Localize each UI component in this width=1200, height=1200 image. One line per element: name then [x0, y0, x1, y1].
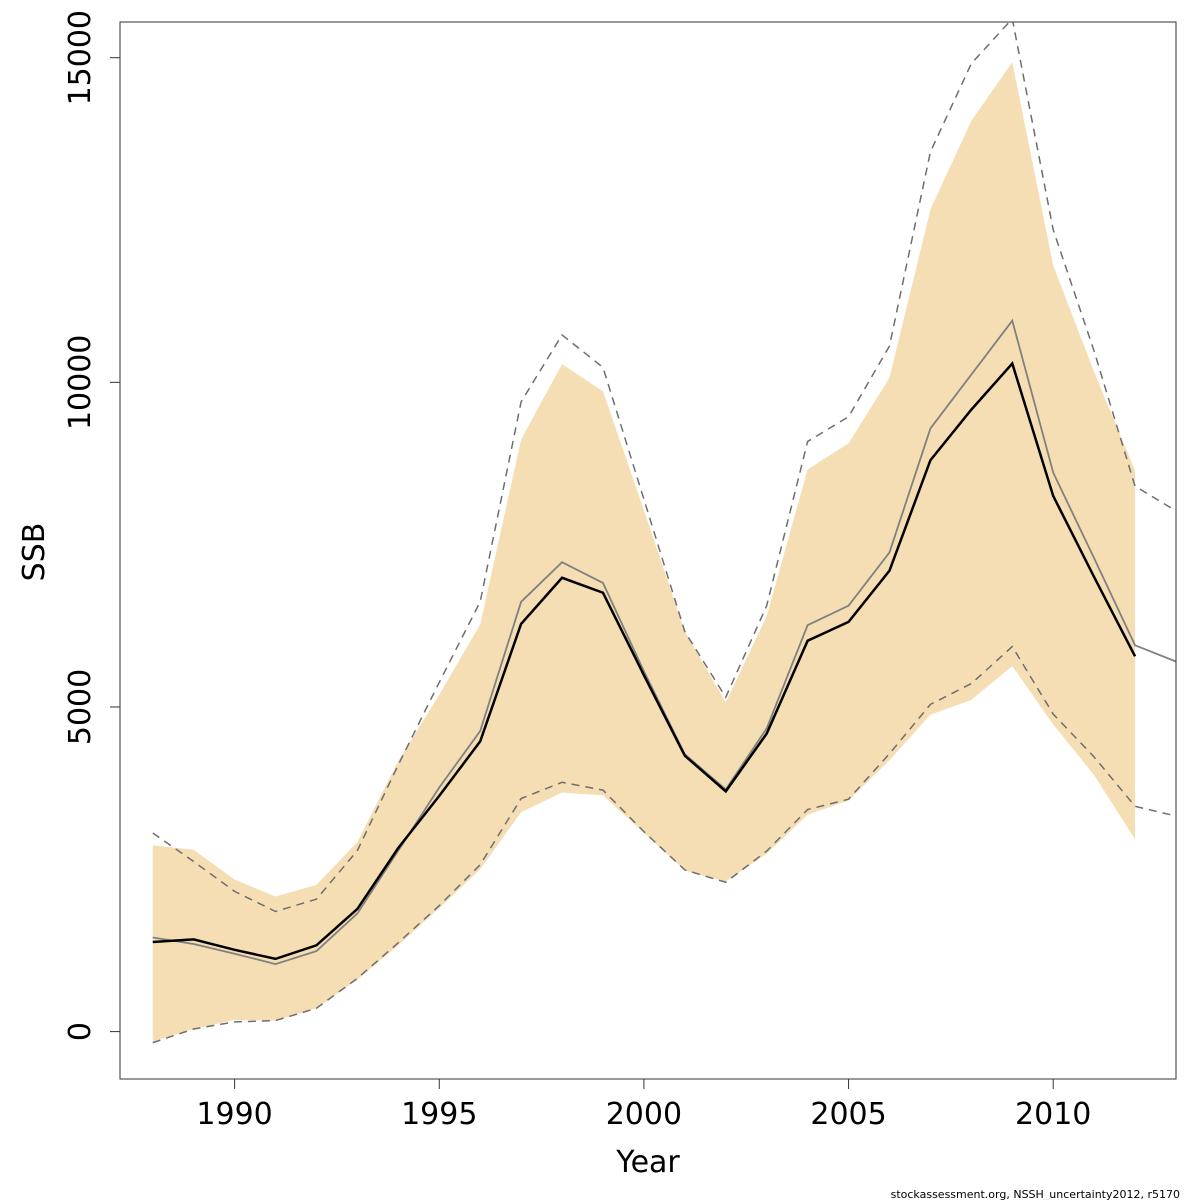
y-axis-title: SSB — [17, 523, 52, 582]
x-axis-title: Year — [615, 1145, 680, 1180]
y-tick-label: 15000 — [63, 10, 98, 105]
y-tick-label: 5000 — [63, 669, 98, 745]
confidence-band-layer — [152, 62, 1136, 1042]
confidence-band — [152, 62, 1136, 1042]
series-lines-layer — [152, 22, 1176, 1044]
x-tick-label: 1995 — [401, 1097, 477, 1132]
previous-upper-bound-line — [152, 22, 1176, 913]
x-tick-label: 1990 — [196, 1097, 272, 1132]
x-tick-label: 2005 — [810, 1097, 886, 1132]
source-caption: stockassessment.org, NSSH_uncertainty201… — [891, 1188, 1180, 1200]
x-tick-label: 2010 — [1015, 1097, 1091, 1132]
previous-lower-bound-line — [152, 645, 1176, 1044]
y-tick-label: 10000 — [63, 335, 98, 430]
y-axis: 0 5000 10000 15000 — [63, 10, 121, 1041]
ssb-estimate-line — [152, 361, 1137, 961]
x-tick-label: 2000 — [606, 1097, 682, 1132]
x-axis: 1990 1995 2000 2005 2010 — [196, 1078, 1091, 1132]
y-tick-label: 0 — [63, 1022, 98, 1041]
